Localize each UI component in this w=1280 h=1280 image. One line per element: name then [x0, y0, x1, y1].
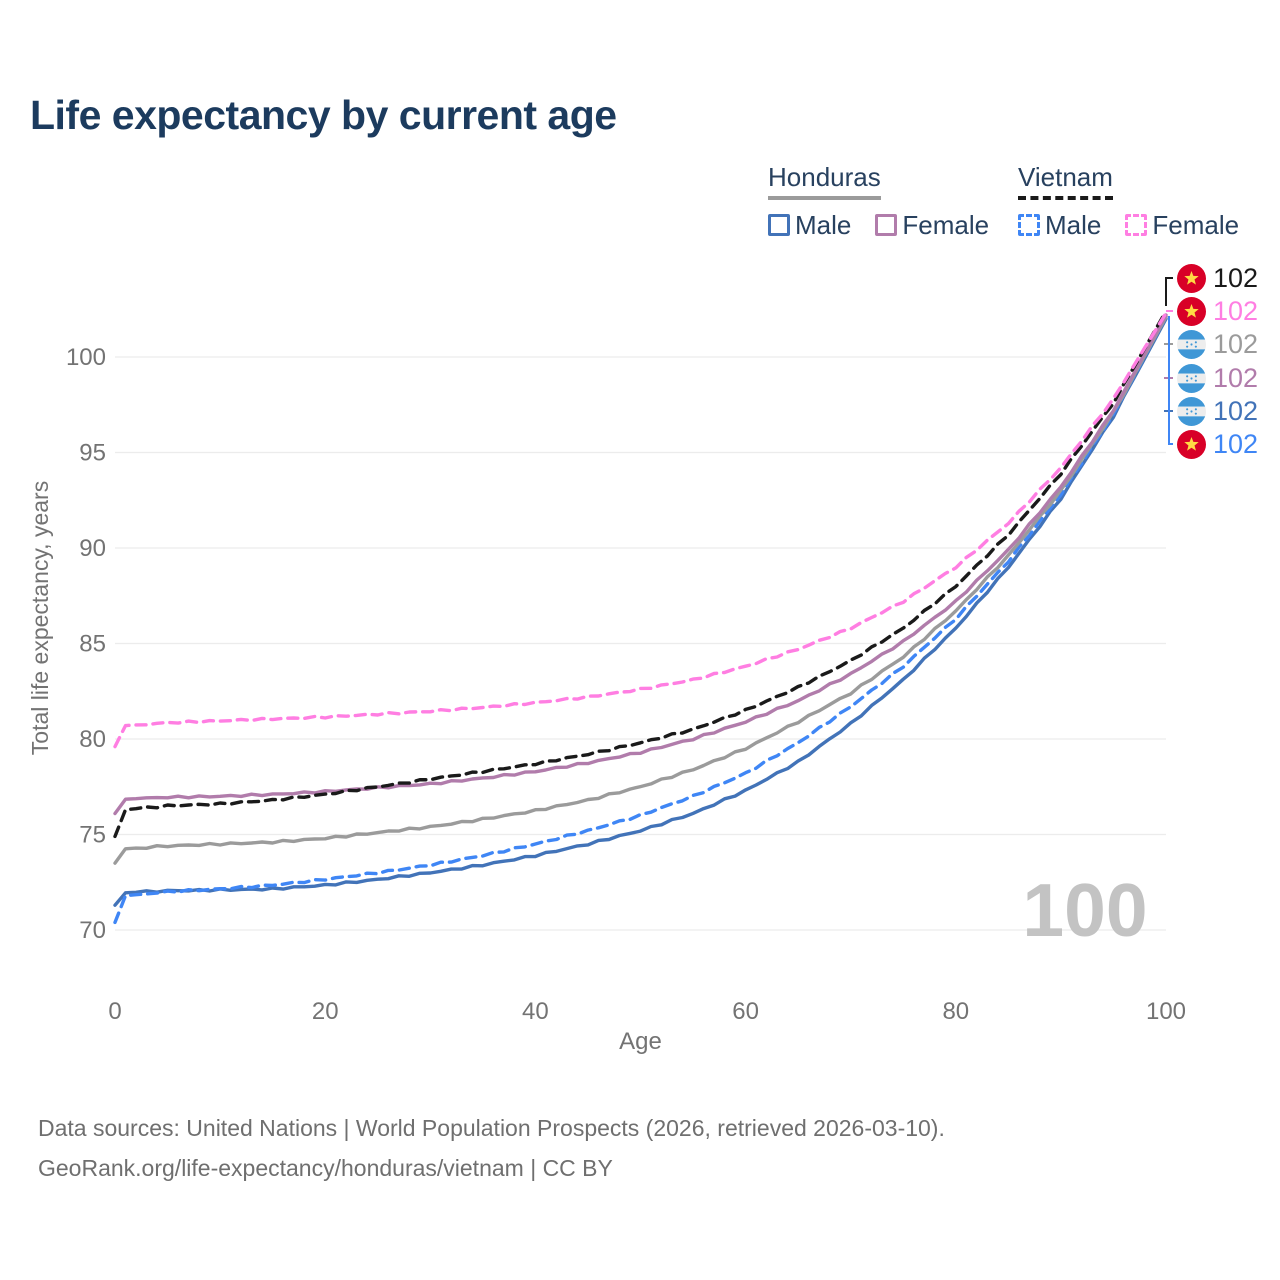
x-tick-100: 100	[1146, 998, 1186, 1025]
vietnam-flag-icon	[1177, 296, 1206, 326]
y-tick-95: 95	[79, 440, 106, 467]
end-label-vietnam-female: 102	[1177, 296, 1258, 326]
leader-vietnam-male	[1168, 316, 1173, 445]
legend-item-vietnam-female[interactable]: Female	[1125, 210, 1239, 241]
legend-label: Female	[1152, 209, 1240, 240]
legend-country-honduras[interactable]: Honduras	[768, 163, 881, 200]
legend-group-honduras: Honduras Male Female	[768, 163, 989, 241]
series-honduras-both-sexes-	[113, 315, 1168, 865]
honduras-male-swatch[interactable]	[768, 214, 790, 237]
x-tick-0: 0	[108, 998, 121, 1025]
end-label-honduras-female: 102	[1177, 363, 1258, 393]
legend-country-vietnam[interactable]: Vietnam	[1018, 163, 1113, 200]
legend-group-vietnam: Vietnam Male Female	[1018, 163, 1239, 241]
end-label-honduras-male: 102	[1177, 396, 1258, 426]
y-tick-100: 100	[66, 344, 106, 371]
age-watermark: 100	[1022, 868, 1147, 952]
y-tick-75: 75	[79, 822, 106, 849]
end-label-vietnam-both-sexes-: 102	[1177, 263, 1258, 293]
legend-label: Male	[795, 209, 852, 240]
y-axis-title: Total life expectancy, years	[27, 481, 53, 755]
honduras-female-swatch[interactable]	[875, 214, 898, 237]
footer-data-sources: Data sources: United Nations | World Pop…	[38, 1115, 945, 1141]
legend-item-honduras-male[interactable]: Male	[768, 210, 851, 241]
y-tick-80: 80	[79, 726, 106, 753]
footer: Data sources: United Nations | World Pop…	[38, 1108, 945, 1188]
x-tick-80: 80	[942, 998, 969, 1025]
end-value: 102	[1213, 263, 1259, 293]
honduras-flag-icon	[1177, 396, 1206, 426]
y-tick-85: 85	[79, 631, 106, 658]
vietnam-male-swatch[interactable]	[1018, 214, 1040, 237]
series-honduras-female	[113, 313, 1168, 816]
end-value: 102	[1213, 329, 1259, 359]
page-title: Life expectancy by current age	[30, 92, 617, 138]
series-honduras-male	[113, 317, 1168, 907]
end-label-honduras-both-sexes-: 102	[1177, 329, 1258, 359]
x-tick-20: 20	[312, 998, 339, 1025]
end-value: 102	[1213, 429, 1259, 459]
vietnam-flag-icon	[1177, 429, 1206, 459]
footer-attribution: GeoRank.org/life-expectancy/honduras/vie…	[38, 1155, 613, 1181]
legend-label: Female	[902, 209, 990, 240]
honduras-flag-icon	[1177, 329, 1206, 359]
vietnam-flag-icon	[1177, 263, 1206, 293]
series-vietnam-male	[113, 315, 1168, 925]
end-value: 102	[1213, 363, 1259, 393]
y-tick-90: 90	[79, 535, 106, 562]
series-vietnam-female	[113, 311, 1168, 749]
series-vietnam-both-sexes-	[113, 309, 1168, 839]
legend-label: Male	[1045, 209, 1102, 240]
legend-item-vietnam-male[interactable]: Male	[1018, 210, 1101, 241]
x-tick-60: 60	[732, 998, 759, 1025]
x-axis-title: Age	[619, 1028, 662, 1055]
legend-item-honduras-female[interactable]: Female	[875, 210, 989, 241]
end-value: 102	[1213, 396, 1259, 426]
leader-vietnam-both	[1165, 277, 1173, 306]
end-label-vietnam-male: 102	[1177, 429, 1258, 459]
honduras-flag-icon	[1177, 363, 1206, 393]
end-value: 102	[1213, 296, 1259, 326]
vietnam-female-swatch[interactable]	[1125, 214, 1148, 237]
x-tick-40: 40	[522, 998, 549, 1025]
y-tick-70: 70	[79, 917, 106, 944]
